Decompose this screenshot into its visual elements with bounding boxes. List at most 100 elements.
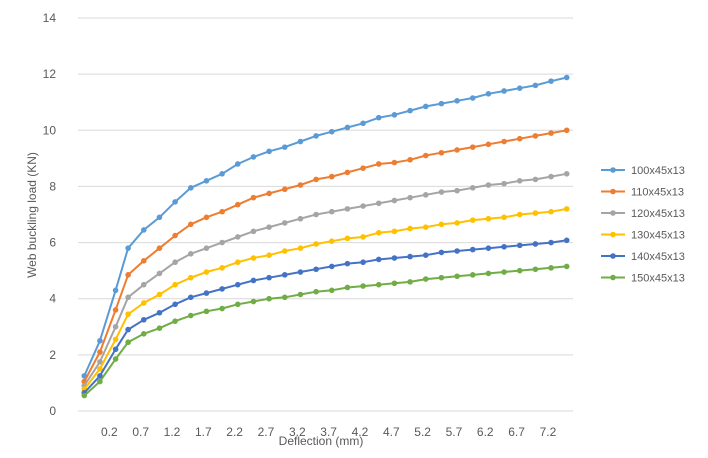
data-point bbox=[81, 392, 88, 399]
data-point bbox=[469, 144, 476, 150]
x-tick-label: 3.7 bbox=[320, 425, 337, 439]
data-point bbox=[97, 373, 103, 379]
legend-label: 100x45x13 bbox=[631, 165, 685, 177]
data-point bbox=[219, 286, 225, 292]
data-point bbox=[156, 214, 163, 221]
y-axis-title: Web buckling load (KN) bbox=[25, 152, 39, 278]
data-point bbox=[203, 269, 210, 275]
series-120x45x13 bbox=[81, 170, 570, 389]
data-point bbox=[485, 215, 492, 222]
data-point bbox=[548, 265, 554, 271]
data-point bbox=[454, 248, 460, 254]
data-point bbox=[454, 273, 460, 280]
data-point bbox=[281, 144, 288, 150]
x-tick-label: 6.7 bbox=[508, 425, 525, 439]
data-point bbox=[360, 259, 366, 266]
data-point bbox=[187, 294, 194, 301]
data-point bbox=[187, 274, 194, 281]
data-point bbox=[485, 270, 492, 277]
data-point bbox=[266, 224, 272, 230]
legend-label: 130x45x13 bbox=[631, 230, 685, 242]
data-point bbox=[297, 182, 304, 188]
data-point bbox=[422, 103, 429, 110]
data-point bbox=[250, 228, 257, 235]
data-point bbox=[266, 190, 272, 197]
data-point bbox=[485, 90, 492, 97]
data-point bbox=[328, 208, 335, 215]
series-130x45x13 bbox=[81, 206, 570, 392]
y-tick-label: 0 bbox=[49, 404, 56, 418]
x-tick-label: 2.2 bbox=[226, 425, 243, 439]
data-point bbox=[344, 284, 351, 291]
data-point bbox=[375, 229, 382, 236]
data-point bbox=[344, 260, 351, 267]
data-point bbox=[516, 242, 523, 249]
data-point bbox=[422, 224, 429, 230]
data-point bbox=[297, 138, 304, 145]
data-point bbox=[97, 349, 103, 355]
data-point bbox=[469, 217, 476, 223]
data-point bbox=[203, 214, 210, 221]
gridlines bbox=[78, 17, 573, 412]
series-line-150x45x13 bbox=[83, 265, 567, 397]
data-point bbox=[203, 290, 210, 296]
data-point bbox=[328, 263, 335, 270]
data-point bbox=[266, 252, 272, 259]
data-point bbox=[360, 120, 366, 127]
data-point bbox=[469, 185, 476, 191]
y-tick-label: 4 bbox=[49, 292, 56, 306]
data-point bbox=[172, 259, 178, 266]
legend-item: 130x45x13 bbox=[601, 230, 685, 242]
x-tick-label: 1.7 bbox=[195, 425, 212, 439]
data-point bbox=[438, 100, 445, 107]
data-point bbox=[234, 259, 241, 266]
legend-item: 110x45x13 bbox=[601, 187, 684, 199]
data-point bbox=[112, 336, 119, 343]
data-point bbox=[297, 291, 304, 298]
data-point bbox=[234, 301, 241, 308]
series-line-100x45x13 bbox=[83, 76, 567, 377]
data-point bbox=[360, 165, 366, 171]
y-tick-label: 14 bbox=[43, 11, 57, 25]
data-point bbox=[344, 169, 351, 176]
data-point bbox=[187, 251, 194, 257]
data-point bbox=[469, 95, 476, 101]
data-point bbox=[281, 248, 288, 254]
data-point bbox=[219, 265, 225, 271]
data-point bbox=[563, 127, 570, 134]
data-point bbox=[234, 281, 241, 288]
y-tick-label: 10 bbox=[43, 123, 57, 137]
legend-swatch-marker bbox=[610, 188, 616, 195]
data-point bbox=[187, 312, 194, 319]
data-point bbox=[156, 245, 163, 251]
data-point bbox=[422, 192, 429, 198]
data-point bbox=[156, 309, 163, 316]
data-point bbox=[140, 316, 147, 323]
data-point bbox=[375, 161, 382, 167]
data-point bbox=[454, 147, 460, 153]
data-point bbox=[532, 133, 539, 139]
data-point bbox=[516, 178, 523, 184]
x-tick-label: 7.2 bbox=[540, 425, 557, 439]
data-point bbox=[501, 138, 507, 145]
data-point bbox=[485, 141, 492, 148]
data-point bbox=[266, 274, 272, 281]
data-point bbox=[407, 107, 413, 114]
data-point bbox=[360, 203, 366, 209]
data-point bbox=[328, 287, 335, 294]
data-point bbox=[187, 221, 194, 228]
x-tick-label: 5.2 bbox=[414, 425, 431, 439]
legend-label: 110x45x13 bbox=[631, 187, 684, 199]
series-line-120x45x13 bbox=[83, 172, 567, 387]
x-axis-ticks: 0.2 0.7 1.2 1.7 2.2 2.7 3.2 3.7 4.2 4.7 5.2 5.7 6.2 6… bbox=[101, 425, 557, 439]
x-tick-label: 2.7 bbox=[258, 425, 275, 439]
data-point bbox=[219, 239, 225, 246]
legend-label: 140x45x13 bbox=[631, 251, 685, 263]
data-point bbox=[281, 294, 288, 301]
data-point bbox=[485, 245, 492, 251]
data-point bbox=[140, 258, 147, 264]
data-point bbox=[438, 274, 445, 281]
data-point bbox=[203, 308, 210, 315]
x-tick-label: 0.7 bbox=[132, 425, 149, 439]
